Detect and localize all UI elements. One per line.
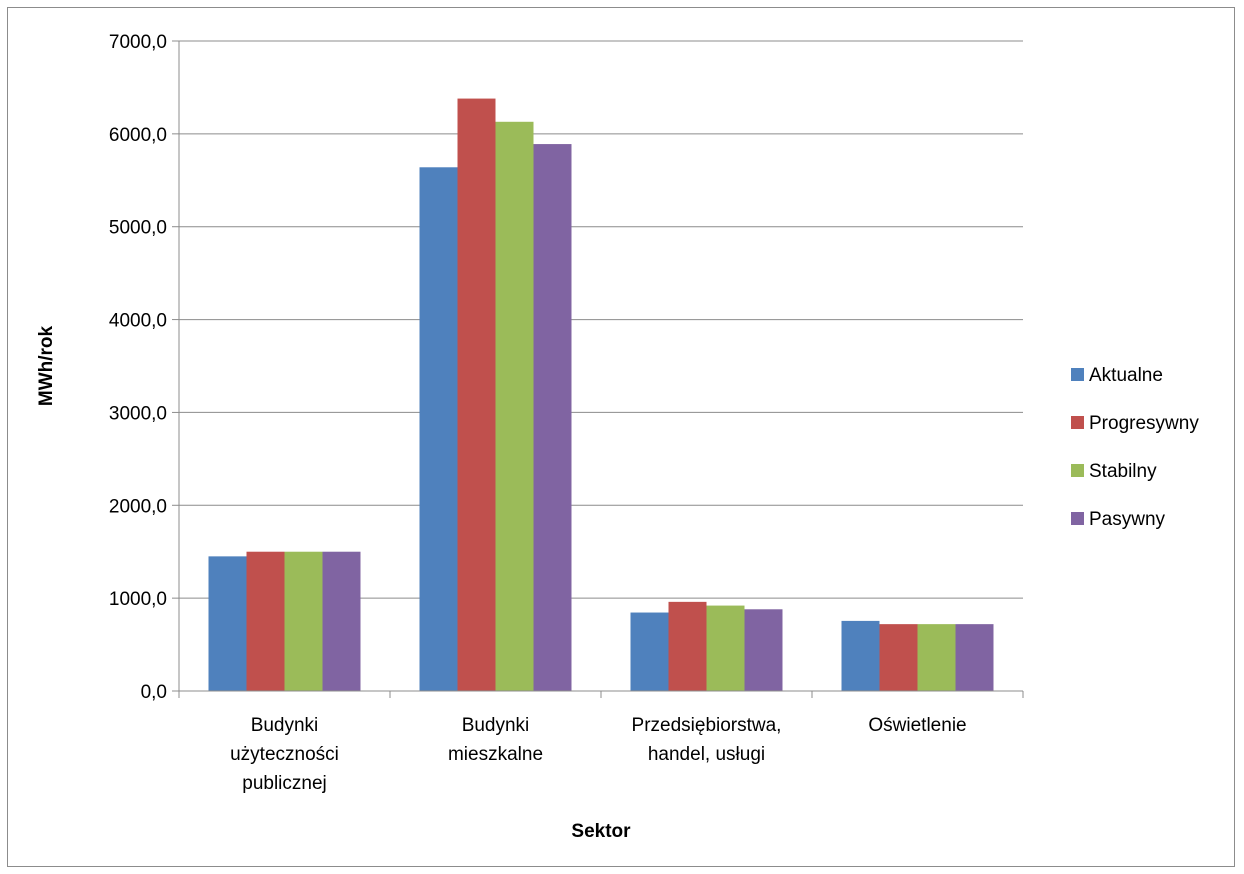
legend-swatch-pasywny bbox=[1071, 512, 1084, 525]
y-tick-label: 3000,0 bbox=[109, 403, 167, 424]
legend-swatch-progresywny bbox=[1071, 416, 1084, 429]
bar-aktualne-3 bbox=[841, 620, 880, 691]
y-tick-label: 7000,0 bbox=[109, 32, 167, 53]
legend: Aktualne Progresywny Stabilny Pasywny bbox=[1071, 365, 1199, 530]
bar-progresywny-2 bbox=[668, 601, 707, 691]
x-axis-title: Sektor bbox=[571, 821, 631, 842]
x-tick-label: Przedsiębiorstwa, handel, usługi bbox=[632, 715, 782, 765]
bar-pasywny-0 bbox=[322, 551, 361, 691]
bar-aktualne-0 bbox=[208, 556, 247, 691]
bar-pasywny-1 bbox=[533, 144, 572, 692]
legend-label-aktualne: Aktualne bbox=[1089, 365, 1163, 386]
legend-label-progresywny: Progresywny bbox=[1089, 413, 1199, 434]
legend-swatch-aktualne bbox=[1071, 368, 1084, 381]
y-tick-label: 4000,0 bbox=[109, 311, 167, 332]
bar-progresywny-0 bbox=[246, 551, 285, 691]
legend-swatch-stabilny bbox=[1071, 464, 1084, 477]
axes bbox=[178, 41, 1024, 698]
legend-label-stabilny: Stabilny bbox=[1089, 461, 1157, 482]
bar-aktualne-1 bbox=[419, 167, 458, 692]
bar-progresywny-1 bbox=[457, 98, 496, 692]
y-tick-label: 2000,0 bbox=[109, 496, 167, 517]
bar-stabilny-3 bbox=[917, 624, 956, 691]
x-tick-label: Budynki mieszkalne bbox=[448, 715, 543, 765]
x-tick-label: Budynki użyteczności publicznej bbox=[230, 715, 339, 794]
y-tick-label: 6000,0 bbox=[109, 125, 167, 146]
x-tick-label: Oświetlenie bbox=[868, 715, 966, 736]
legend-label-pasywny: Pasywny bbox=[1089, 509, 1166, 530]
y-tick-label: 5000,0 bbox=[109, 218, 167, 239]
bar-pasywny-3 bbox=[955, 624, 994, 691]
bar-stabilny-2 bbox=[706, 605, 745, 691]
y-tick-labels: 0,0 1000,0 2000,0 3000,0 4000,0 5000,0 6000,0 7… bbox=[109, 32, 167, 703]
bar-pasywny-2 bbox=[744, 609, 783, 691]
chart-frame bbox=[7, 7, 1235, 867]
y-tick-label: 0,0 bbox=[141, 682, 167, 703]
bar-stabilny-1 bbox=[495, 121, 534, 692]
x-tick-labels: Budynki użyteczności publicznej Budynki mies… bbox=[230, 715, 967, 794]
bars bbox=[208, 98, 994, 692]
bar-progresywny-3 bbox=[879, 624, 918, 691]
y-axis-title: MWh/rok bbox=[36, 325, 57, 406]
bar-stabilny-0 bbox=[284, 551, 323, 691]
y-tick-label: 1000,0 bbox=[109, 589, 167, 610]
bar-aktualne-2 bbox=[630, 612, 669, 691]
